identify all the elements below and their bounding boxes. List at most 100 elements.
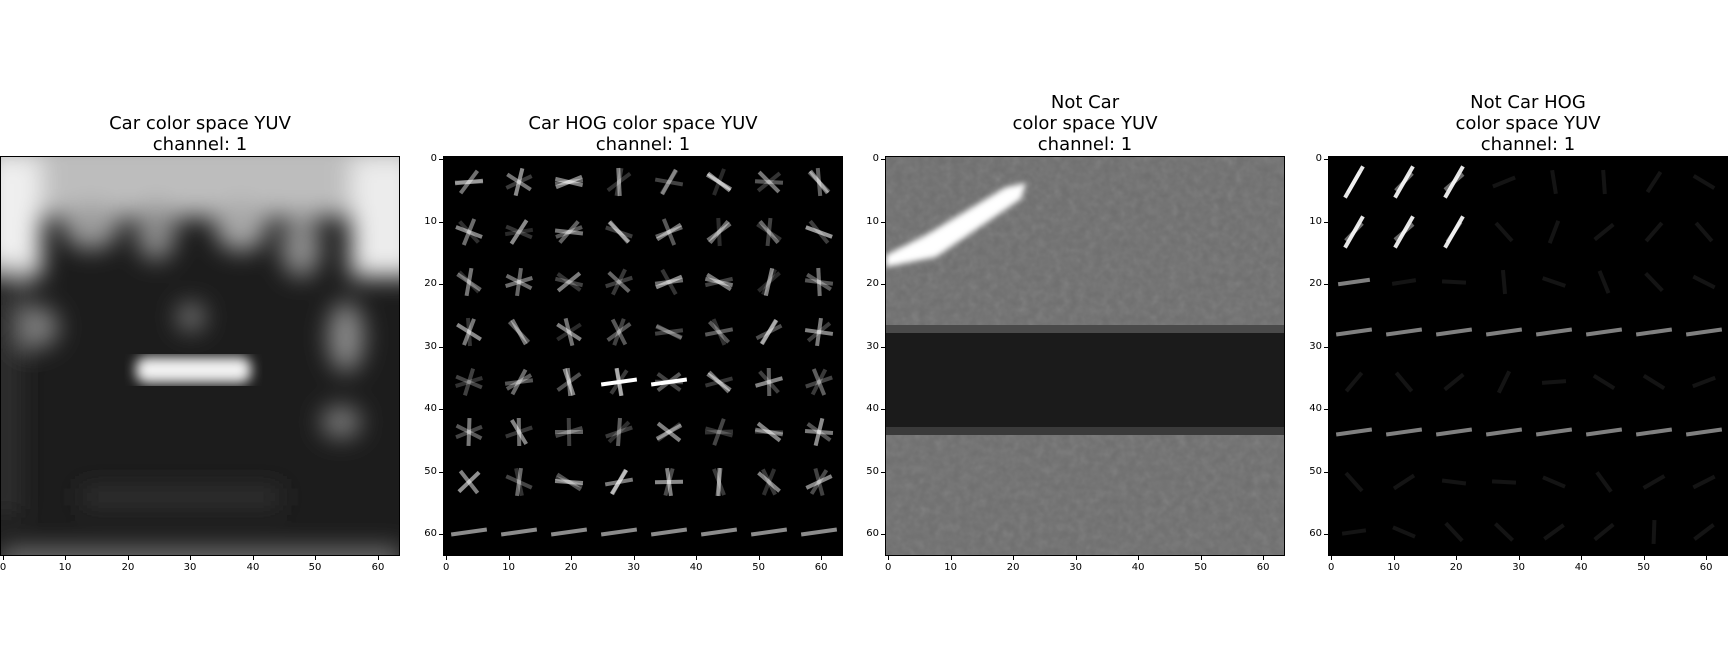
hog-stroke <box>1494 221 1514 243</box>
notcar-image <box>885 156 1285 556</box>
hog-stroke <box>510 318 528 346</box>
hog-stroke <box>1496 370 1512 394</box>
y-tickmark <box>439 346 443 348</box>
hog-stroke <box>1597 270 1611 294</box>
hog-stroke <box>758 219 780 245</box>
hog-stroke <box>505 373 533 391</box>
y-tick-label: 50 <box>1309 465 1322 477</box>
title-line: color space YUV <box>1012 113 1158 134</box>
y-tickmark <box>1324 534 1328 536</box>
hog-stroke <box>1343 215 1365 249</box>
hog-stroke <box>700 527 738 537</box>
hog-stroke <box>1393 215 1415 249</box>
x-tick-label: 30 <box>627 562 640 573</box>
x-tickmark <box>1263 556 1265 560</box>
hog-stroke <box>504 227 534 237</box>
hog-stroke <box>563 317 575 347</box>
hog-stroke <box>1393 165 1415 199</box>
x-tickmark <box>1075 556 1077 560</box>
y-tick-label: 10 <box>424 215 437 227</box>
title-line: channel: 1 <box>1037 134 1133 155</box>
hog-stroke <box>655 423 683 441</box>
x-tick-label: 20 <box>121 562 135 573</box>
y-tick-label: 50 <box>424 465 437 477</box>
hog-stroke <box>507 320 531 344</box>
hog-stroke <box>704 426 734 438</box>
x-tickmark <box>446 556 448 560</box>
hog-stroke <box>1443 172 1465 192</box>
hog-stroke <box>458 469 480 495</box>
hog-stroke <box>805 474 833 490</box>
hog-stroke <box>610 318 628 346</box>
hog-stroke <box>661 218 677 246</box>
hog-stroke <box>806 272 832 292</box>
hog-stroke <box>1493 522 1515 542</box>
hog-stroke <box>610 468 628 496</box>
hog-stroke <box>1335 327 1373 337</box>
hog-stroke <box>611 268 627 296</box>
x-tickmark <box>1200 556 1202 560</box>
hog-stroke <box>1344 471 1364 493</box>
hog-stroke <box>607 220 631 244</box>
hog-stroke <box>606 322 632 342</box>
hog-stroke <box>554 228 584 236</box>
hog-stroke <box>756 171 782 193</box>
x-tick-label: 10 <box>944 562 957 573</box>
hog-stroke <box>1585 427 1623 437</box>
hog-stroke <box>704 276 734 288</box>
x-tickmark <box>1456 556 1458 560</box>
x-tickmark <box>1138 556 1140 560</box>
hog-stroke <box>665 467 673 497</box>
y-tickmark <box>1324 159 1328 161</box>
y-tick-label: 40 <box>1309 403 1322 415</box>
x-tickmark <box>1013 556 1015 560</box>
y-tick-label: 30 <box>1309 340 1322 352</box>
hog-stroke <box>650 377 688 387</box>
hog-stroke <box>454 178 484 186</box>
hog-stroke <box>1601 169 1607 195</box>
x-tick-label: 60 <box>814 562 828 573</box>
panel-title: Not Car color space YUV channel: 1 <box>885 92 1285 155</box>
hog-stroke <box>614 367 624 397</box>
hog-stroke <box>656 422 682 442</box>
x-tick-label: 60 <box>1256 562 1270 573</box>
hog-stroke <box>609 469 629 495</box>
y-tick-label: 20 <box>1309 278 1322 290</box>
hog-stroke <box>1500 269 1508 295</box>
x-tick-label: 10 <box>58 562 72 573</box>
hog-stroke <box>1392 473 1416 491</box>
hog-stroke <box>1642 373 1666 391</box>
hog-stroke <box>1435 327 1473 337</box>
x-tick-label: 60 <box>371 562 385 573</box>
hog-stroke <box>515 467 523 497</box>
notcar-hog-image <box>1328 156 1728 556</box>
hog-stroke <box>1485 327 1523 337</box>
y-tick-label: 0 <box>430 153 437 165</box>
hog-stroke <box>1445 220 1463 244</box>
panel-title: Car color space YUV channel: 1 <box>0 113 400 155</box>
hog-stroke <box>510 418 528 446</box>
title-line: Car color space YUV <box>109 113 291 134</box>
hog-stroke <box>1344 371 1364 393</box>
x-tick-label: 30 <box>183 562 197 573</box>
title-line: channel: 1 <box>152 134 248 155</box>
hog-stroke <box>1491 479 1517 485</box>
x-tickmark <box>128 556 129 560</box>
y-tickmark <box>1324 346 1328 348</box>
hog-stroke <box>455 423 483 441</box>
hog-stroke <box>1542 475 1566 489</box>
hog-stroke <box>1693 523 1715 541</box>
hog-stroke <box>656 371 682 393</box>
hog-stroke <box>505 474 533 490</box>
title-line: channel: 1 <box>595 134 691 155</box>
hog-stroke <box>756 421 782 443</box>
hog-stroke <box>1394 172 1414 192</box>
hog-stroke <box>555 425 583 439</box>
hog-stroke <box>513 167 525 197</box>
hog-stroke <box>1443 372 1465 392</box>
hog-stroke <box>1635 327 1673 337</box>
hog-stroke <box>754 376 784 388</box>
x-tickmark <box>1331 556 1333 560</box>
hog-stroke <box>1595 471 1613 493</box>
y-tickmark <box>439 159 443 161</box>
